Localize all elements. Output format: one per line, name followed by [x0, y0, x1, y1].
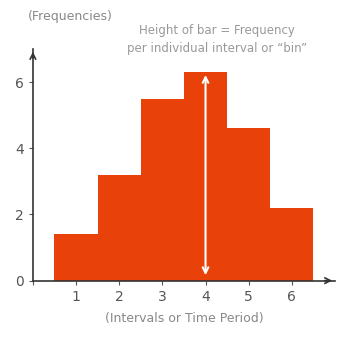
Text: Height of bar = Frequency
per individual interval or “bin”: Height of bar = Frequency per individual…: [127, 24, 307, 55]
X-axis label: (Intervals or Time Period): (Intervals or Time Period): [105, 312, 263, 325]
Bar: [141, 99, 184, 280]
Bar: [98, 175, 141, 280]
Bar: [270, 208, 313, 280]
Bar: [227, 129, 270, 280]
Text: (Frequencies): (Frequencies): [28, 10, 113, 23]
Bar: [55, 234, 98, 280]
Bar: [184, 72, 227, 280]
